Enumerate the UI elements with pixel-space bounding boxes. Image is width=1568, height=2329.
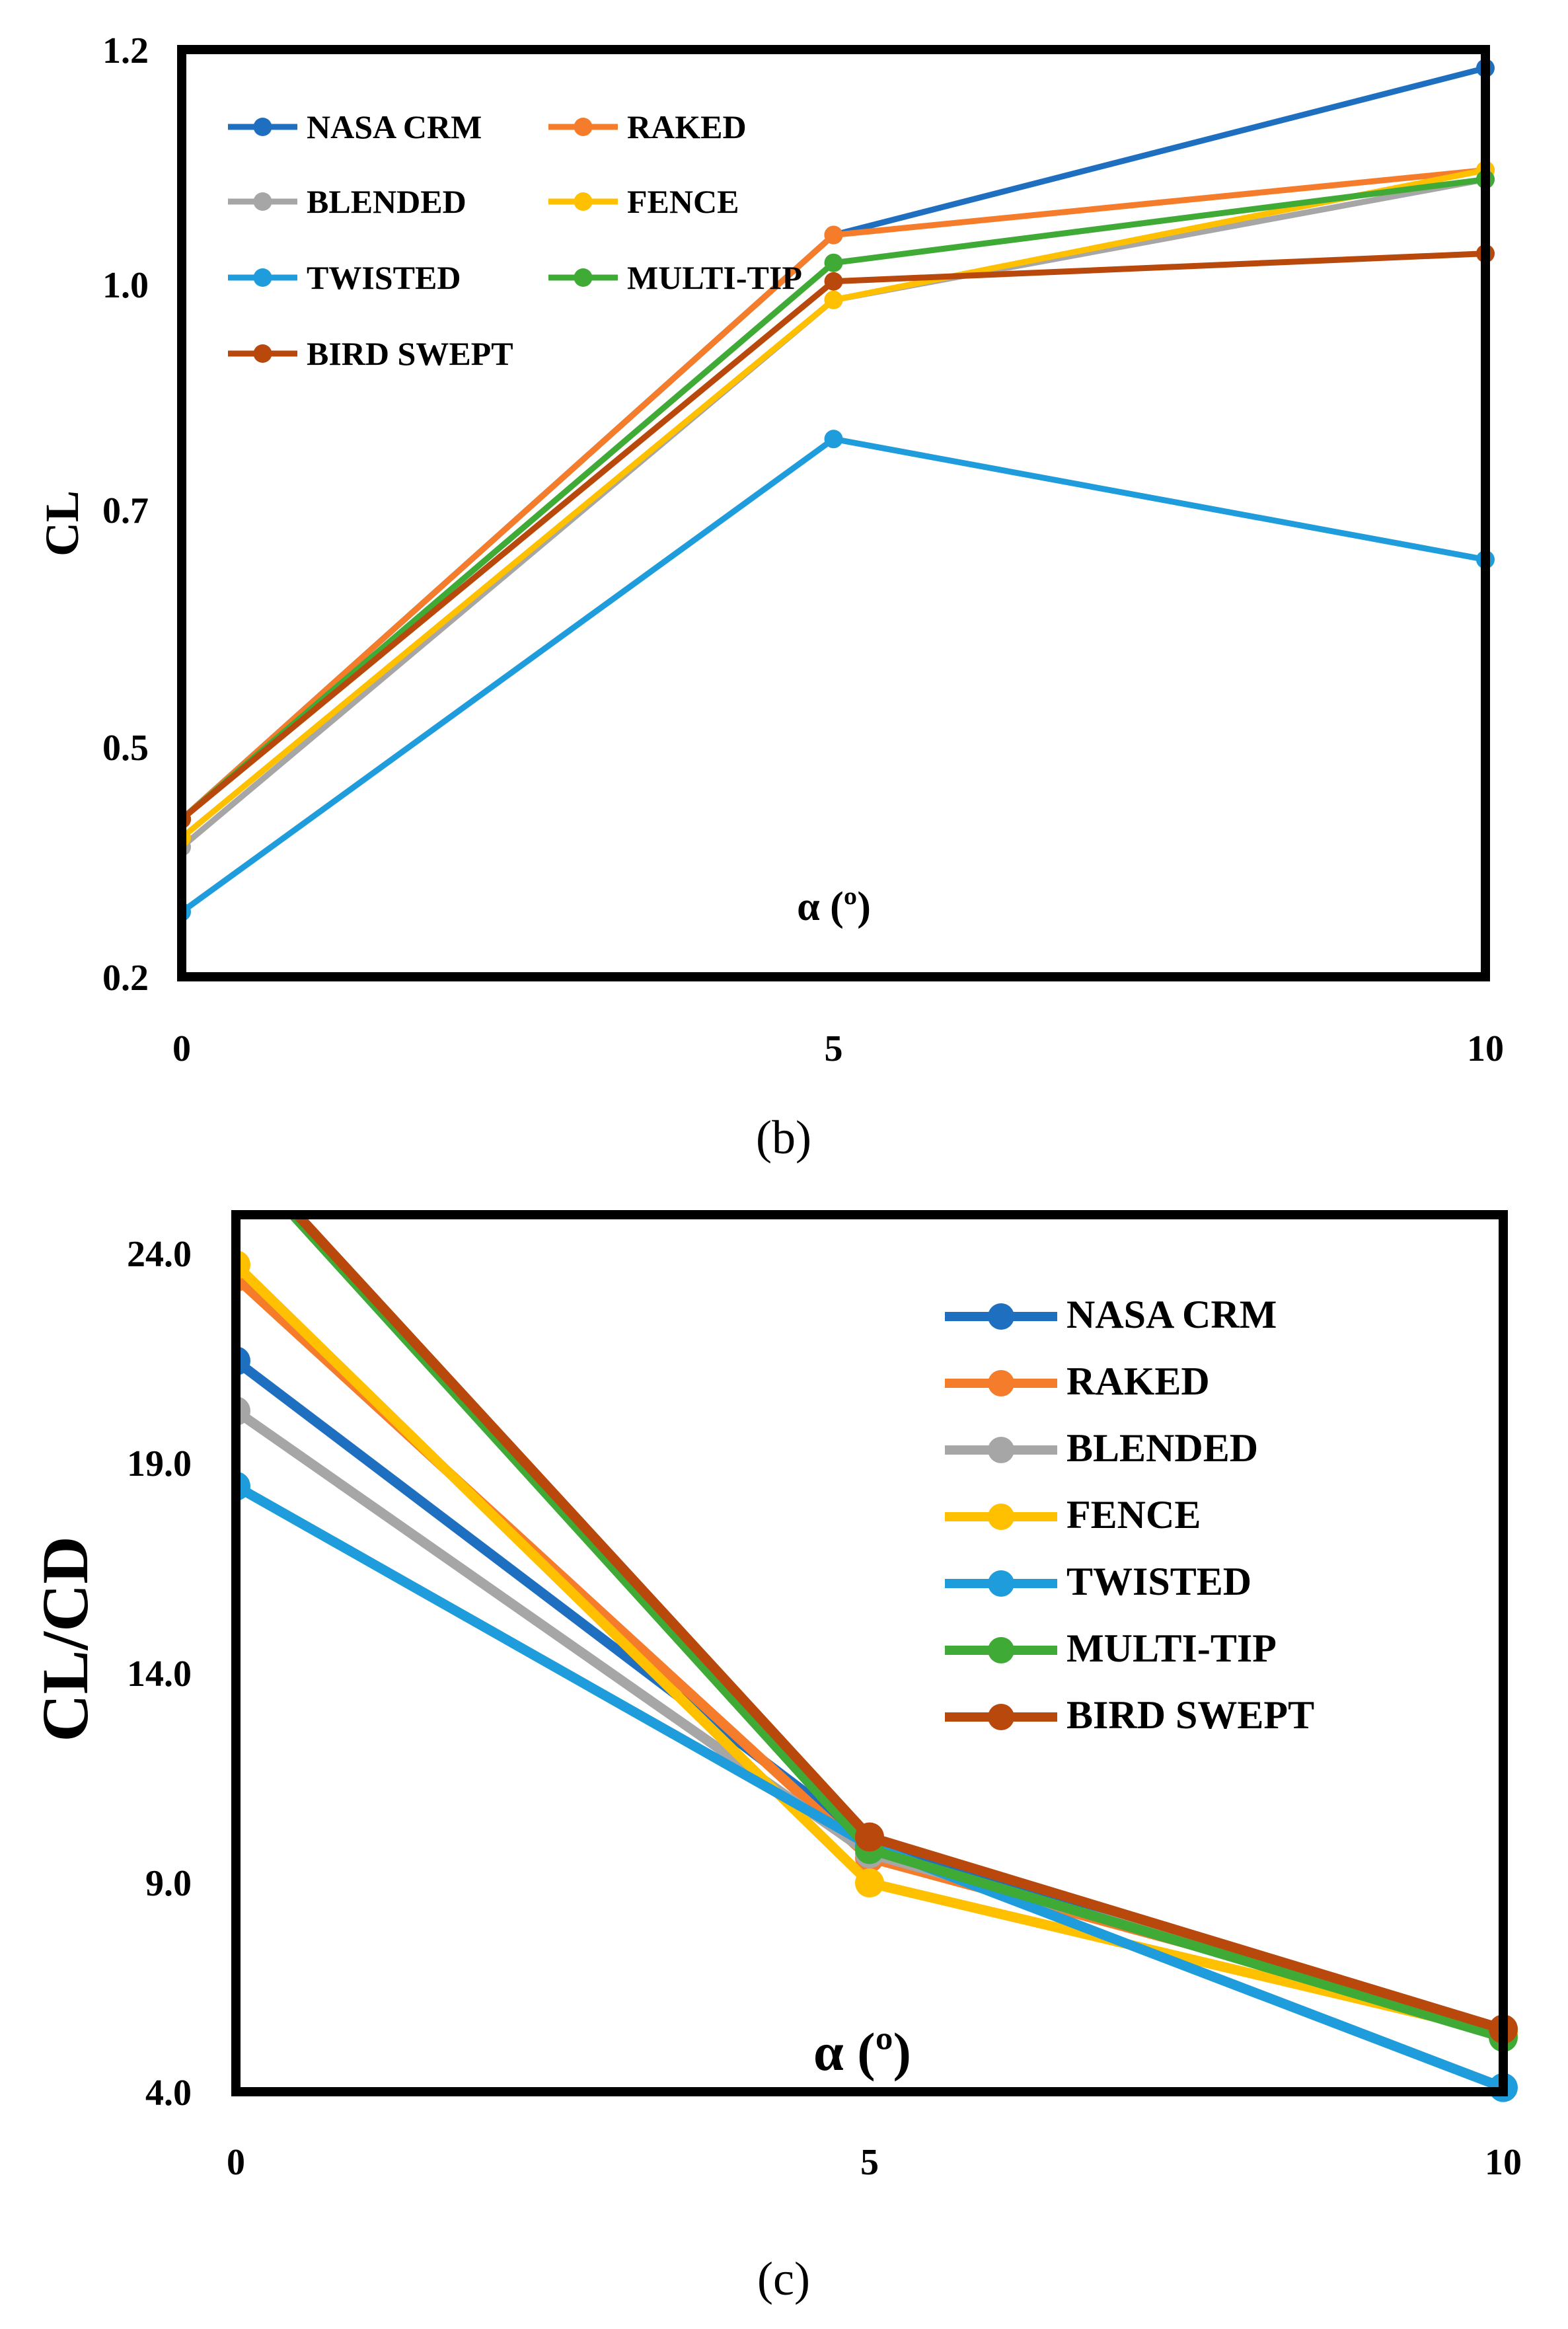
chart-c-legend-marker-twisted bbox=[988, 1570, 1014, 1597]
chart-c-ytick-label: 9.0 bbox=[145, 1863, 192, 1904]
chart-c-legend-item-fence: FENCE bbox=[945, 1493, 1201, 1537]
chart-b-xtick-label: 10 bbox=[1467, 1028, 1504, 1069]
chart-c-ytick-label: 24.0 bbox=[127, 1234, 192, 1275]
chart-c-legend-marker-bird-swept bbox=[988, 1704, 1014, 1730]
chart-b-ytick-label: 0.2 bbox=[102, 958, 149, 999]
chart-c-line-twisted bbox=[236, 1482, 1505, 2092]
chart-c-xtick-label: 5 bbox=[860, 2142, 879, 2183]
chart-c-point-multi-tip-0 bbox=[221, 1137, 250, 1166]
chart-b-legend-marker-multi-tip bbox=[574, 268, 593, 287]
chart-c-legend-label: RAKED bbox=[1066, 1359, 1210, 1403]
chart-c-legend-item-nasa-crm: NASA CRM bbox=[945, 1293, 1277, 1336]
chart-c-point-fence-1 bbox=[855, 1868, 884, 1898]
chart-c-xlabel: α (º) bbox=[813, 2022, 911, 2082]
chart-c-legend-item-blended: BLENDED bbox=[945, 1426, 1258, 1470]
chart-b-point-bird-swept-1 bbox=[824, 272, 843, 291]
chart-c-point-bird-swept-0 bbox=[221, 1133, 250, 1163]
chart-b-legend-item-fence: FENCE bbox=[548, 183, 739, 220]
chart-b-legend-label: TWISTED bbox=[307, 259, 461, 296]
chart-c-legend-item-multi-tip: MULTI-TIP bbox=[945, 1626, 1277, 1670]
chart-b-legend-marker-bird-swept bbox=[253, 344, 272, 363]
chart-b-ytick-label: 0.5 bbox=[102, 728, 149, 769]
chart-b-legend-marker-nasa-crm bbox=[253, 118, 272, 136]
chart-c-legend-label: BLENDED bbox=[1066, 1426, 1258, 1470]
caption-c: (c) bbox=[757, 2252, 810, 2305]
chart-c-legend-label: BIRD SWEPT bbox=[1066, 1693, 1314, 1737]
chart-c-legend-item-twisted: TWISTED bbox=[945, 1560, 1251, 1603]
chart-c-line-raked bbox=[236, 1274, 1505, 2034]
chart-c-legend-marker-fence bbox=[988, 1504, 1014, 1530]
chart-b-legend-marker-twisted bbox=[253, 268, 272, 287]
chart-b-legend-item-blended: BLENDED bbox=[228, 183, 467, 220]
chart-c-ytick-label: 4.0 bbox=[145, 2073, 192, 2114]
chart-c-line-fence bbox=[236, 1261, 1505, 2038]
chart-b-legend-item-nasa-crm: NASA CRM bbox=[228, 108, 482, 145]
chart-b-ylabel: CL bbox=[36, 490, 89, 556]
chart-b-ytick-label: 1.0 bbox=[102, 265, 149, 306]
chart-c-legend-marker-blended bbox=[988, 1437, 1014, 1463]
chart-b-legend-item-twisted: TWISTED bbox=[228, 259, 461, 296]
chart-c-legend-item-raked: RAKED bbox=[945, 1359, 1210, 1403]
chart-c-plot-frame bbox=[231, 1210, 1508, 2096]
chart-c-legend-marker-raked bbox=[988, 1370, 1014, 1396]
chart-c-ytick-label: 14.0 bbox=[127, 1654, 192, 1695]
chart-c-ytick-label: 19.0 bbox=[127, 1443, 192, 1484]
chart-c-legend-marker-multi-tip bbox=[988, 1637, 1014, 1663]
chart-b-plot-frame bbox=[177, 45, 1490, 981]
chart-b-legend-label: NASA CRM bbox=[307, 108, 482, 145]
chart-c-series-area bbox=[221, 1133, 1518, 2102]
chart-b-legend-marker-fence bbox=[574, 192, 593, 211]
chart-b-point-twisted-1 bbox=[824, 430, 843, 449]
chart-c-xtick-label: 10 bbox=[1485, 2142, 1522, 2183]
chart-c-xtick-label: 0 bbox=[227, 2142, 245, 2183]
chart-b-ytick-label: 1.2 bbox=[102, 30, 149, 71]
chart-b-point-raked-1 bbox=[824, 225, 843, 245]
chart-c-legend-label: NASA CRM bbox=[1066, 1293, 1277, 1336]
chart-b-yticks: 0.2 0.5 0.7 1.0 1.2 bbox=[102, 30, 149, 999]
chart-b-legend-item-bird-swept: BIRD SWEPT bbox=[228, 335, 513, 372]
chart-c: CL/CD 4.0 9.0 14.0 19.0 24.0 0 5 10 α (º) NASA… bbox=[28, 1133, 1522, 2305]
chart-b-xlabel: α (º) bbox=[797, 884, 871, 929]
chart-b-legend-label: BLENDED bbox=[307, 183, 467, 220]
chart-b-legend-item-multi-tip: MULTI-TIP bbox=[548, 259, 802, 296]
chart-b-xticks: 0 5 10 bbox=[172, 1028, 1504, 1069]
chart-c-legend-marker-nasa-crm bbox=[988, 1303, 1014, 1330]
chart-b-legend-item-raked: RAKED bbox=[548, 108, 747, 145]
chart-b-legend-label: MULTI-TIP bbox=[627, 259, 802, 296]
caption-b: (b) bbox=[756, 1111, 811, 1164]
chart-b-point-multi-tip-1 bbox=[824, 253, 843, 272]
chart-c-legend-label: TWISTED bbox=[1066, 1560, 1251, 1603]
chart-b-legend-label: BIRD SWEPT bbox=[307, 335, 513, 372]
chart-c-legend-item-bird-swept: BIRD SWEPT bbox=[945, 1693, 1314, 1737]
chart-b-legend-label: FENCE bbox=[627, 183, 739, 220]
chart-b-legend: NASA CRM BLENDED TWISTED BIRD SWEPT RAKED FEN… bbox=[228, 108, 802, 372]
chart-c-legend: NASA CRM RAKED BLENDED FENCE TWISTED MULTI-TI… bbox=[945, 1293, 1314, 1737]
chart-c-ylabel: CL/CD bbox=[28, 1536, 102, 1741]
chart-b-ytick-label: 0.7 bbox=[102, 490, 149, 531]
chart-b-legend-label: RAKED bbox=[627, 108, 747, 145]
chart-b: CL 0.2 0.5 0.7 1.0 1.2 0 5 10 α (º) NASA CRM BL… bbox=[36, 30, 1504, 1164]
chart-c-legend-label: FENCE bbox=[1066, 1493, 1201, 1537]
chart-b-point-fence-1 bbox=[824, 290, 843, 309]
chart-b-legend-marker-raked bbox=[574, 118, 593, 136]
chart-c-legend-label: MULTI-TIP bbox=[1066, 1626, 1277, 1670]
chart-c-yticks: 4.0 9.0 14.0 19.0 24.0 bbox=[127, 1234, 192, 2114]
chart-b-xtick-label: 5 bbox=[825, 1028, 843, 1069]
chart-c-point-bird-swept-1 bbox=[855, 1822, 884, 1852]
chart-b-legend-marker-blended bbox=[253, 192, 272, 211]
chart-c-xticks: 0 5 10 bbox=[227, 2142, 1522, 2183]
chart-c-series bbox=[221, 1133, 1518, 2102]
chart-b-xtick-label: 0 bbox=[172, 1028, 191, 1069]
